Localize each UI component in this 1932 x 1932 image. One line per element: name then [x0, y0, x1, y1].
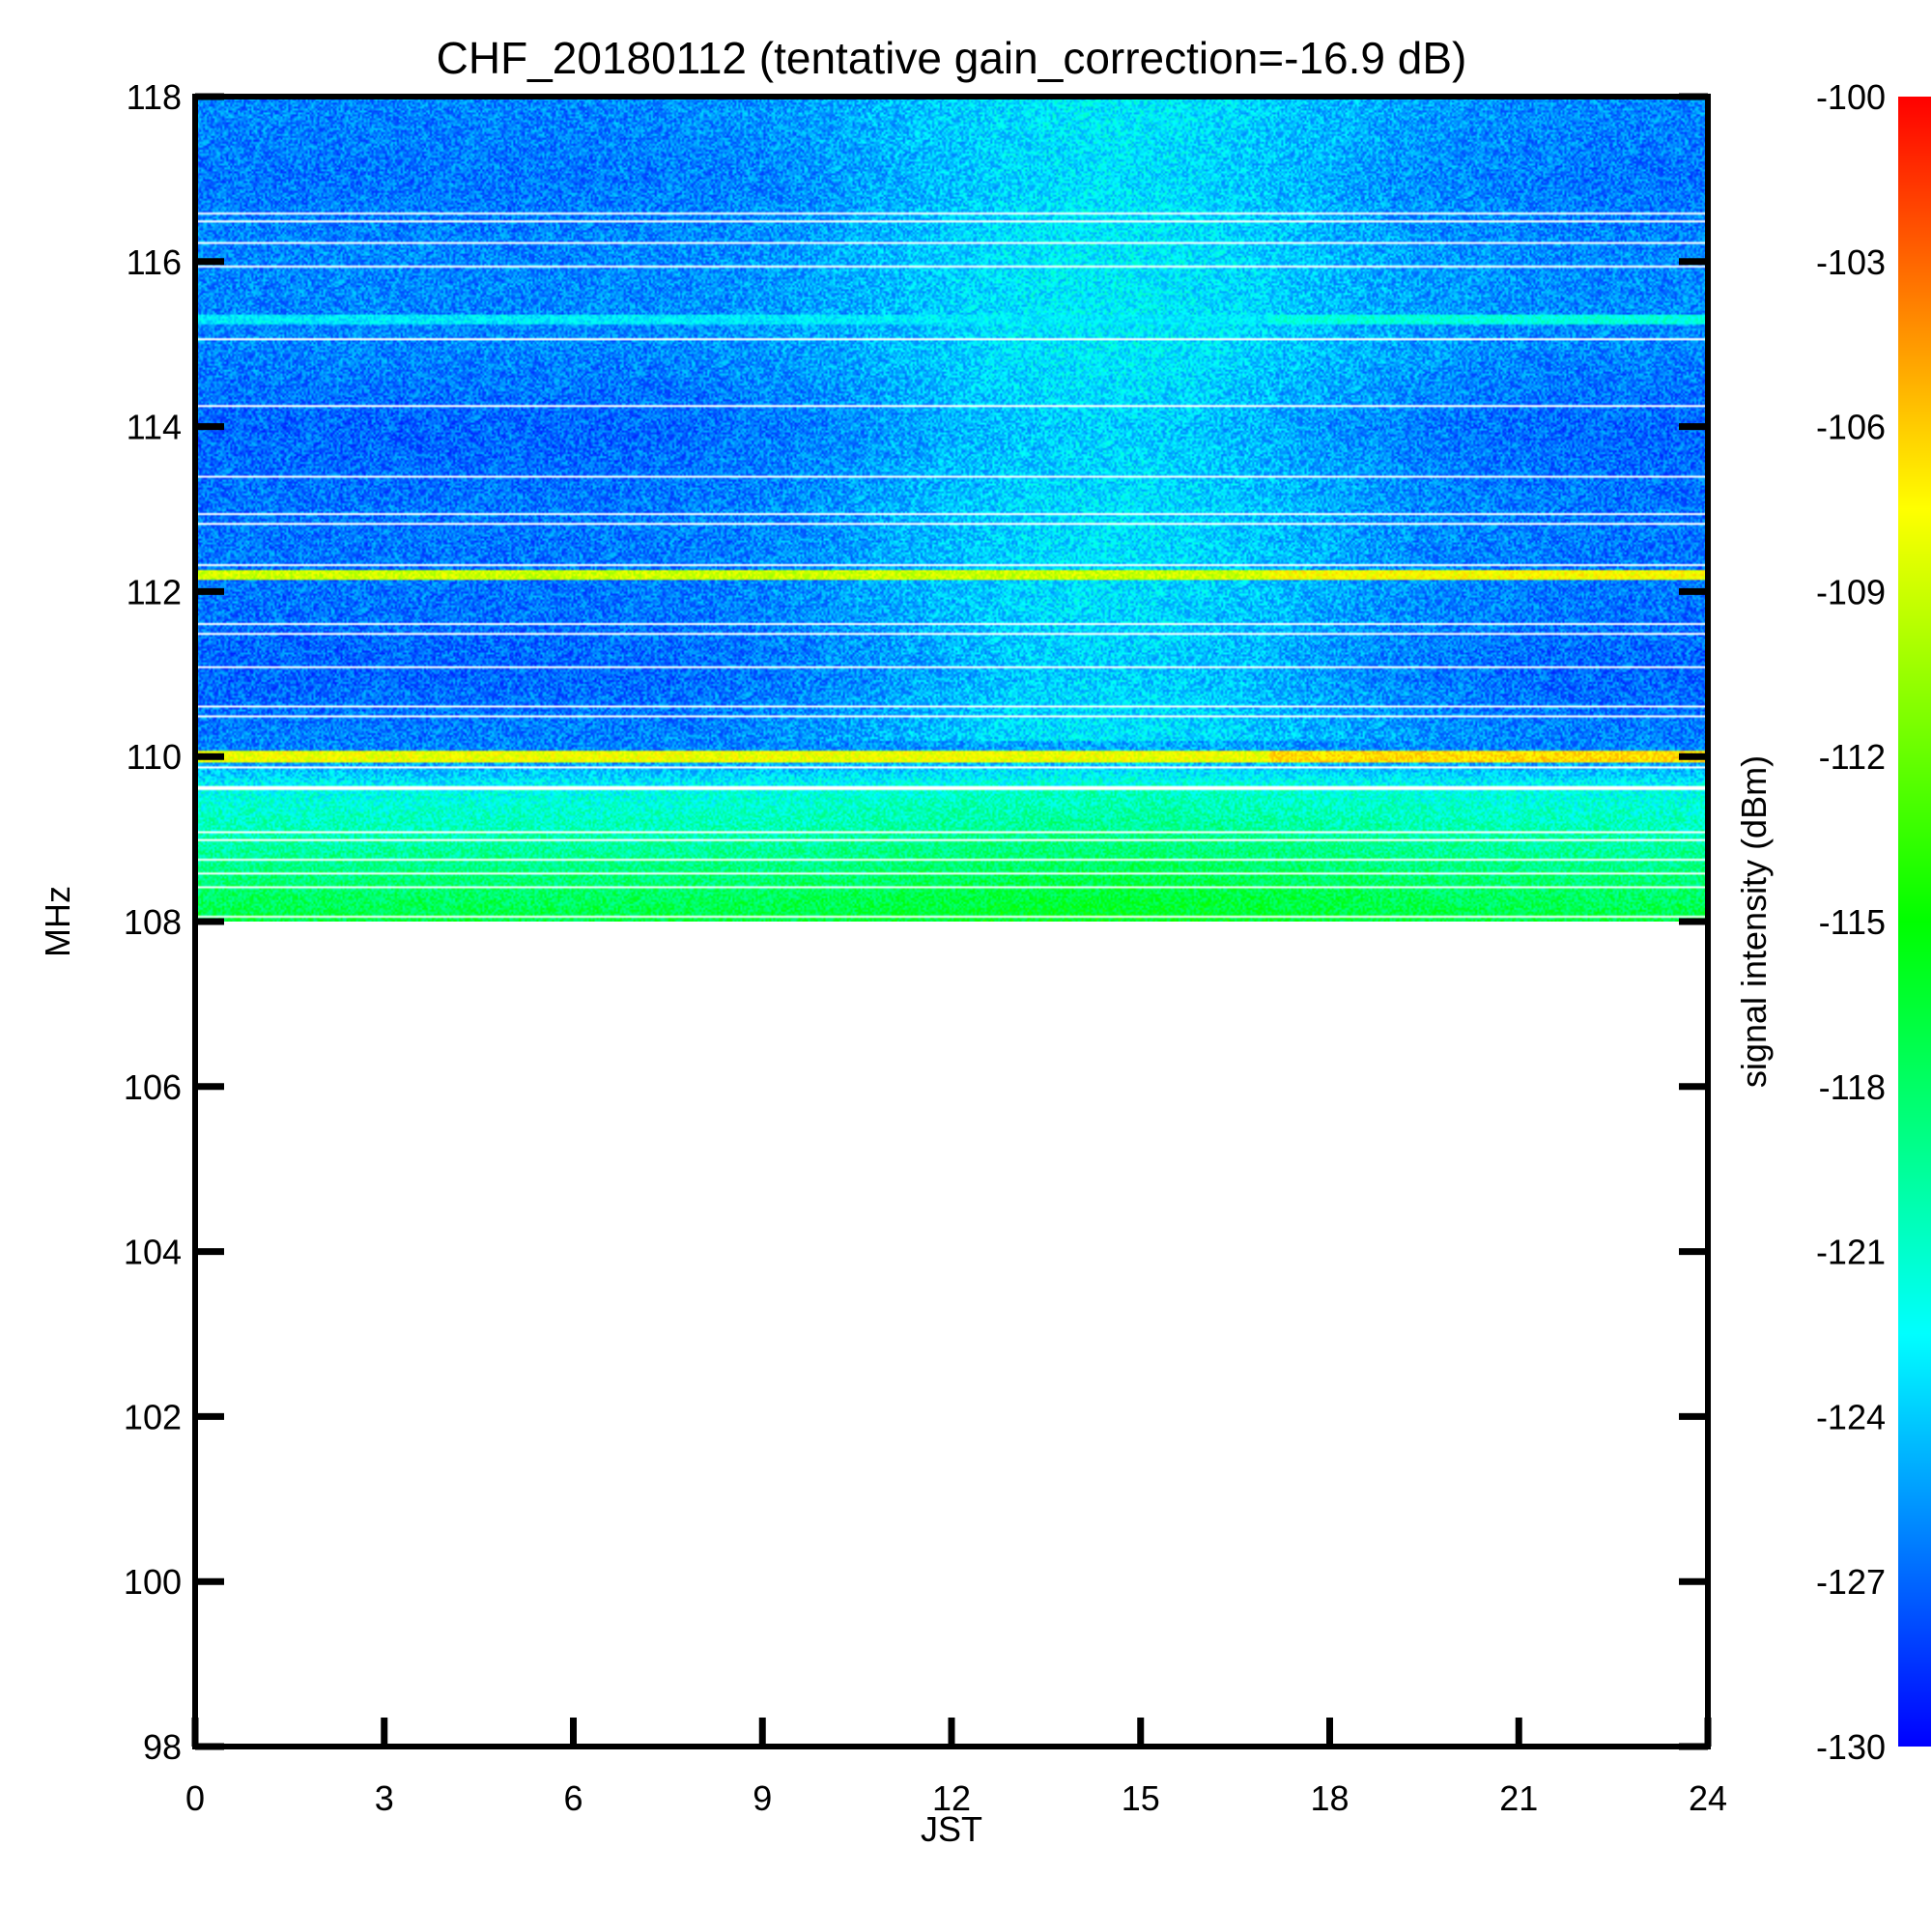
- x-tick-label: 3: [375, 1778, 394, 1818]
- colorbar-tick-label: -100: [1816, 77, 1886, 117]
- x-tick-label: 6: [563, 1778, 582, 1818]
- colorbar-tick-label: -106: [1816, 408, 1886, 447]
- x-axis: 0 3 6 9 12 15 18 21 24: [185, 1718, 1727, 1818]
- y-tick-label: 102: [124, 1397, 182, 1436]
- x-tick-label: 21: [1499, 1778, 1538, 1818]
- colorbar-tick-label: -130: [1816, 1727, 1886, 1767]
- y-axis-label: MHz: [38, 886, 77, 957]
- colorbar-tick-label: -127: [1816, 1562, 1886, 1602]
- colorbar-tick-label: -109: [1816, 572, 1886, 611]
- colorbar-label: signal intensity (dBm): [1734, 755, 1774, 1088]
- x-tick-label: 18: [1310, 1778, 1349, 1818]
- y-tick-label: 110: [127, 737, 182, 777]
- y-tick-label: 114: [127, 408, 182, 447]
- x-tick-label: 12: [932, 1778, 971, 1818]
- x-tick-label: 0: [185, 1778, 205, 1818]
- colorbar-tick-label: -112: [1819, 737, 1886, 777]
- heatmap-image: [195, 97, 1708, 922]
- y-tick-label: 118: [127, 77, 182, 117]
- colorbar-ticks: -100 -103 -106 -109 -112 -115 -118 -121 -124 -127…: [1816, 77, 1886, 1767]
- colorbar-tick-label: -115: [1819, 902, 1886, 942]
- y-tick-label: 112: [127, 572, 182, 611]
- x-axis-label: JST: [921, 1809, 982, 1849]
- y-axis: 98 100 102 104 106 108 110 112 114 116 118: [124, 77, 1708, 1767]
- colorbar-tick-label: -121: [1816, 1233, 1886, 1272]
- colorbar-tick-label: -124: [1816, 1397, 1886, 1436]
- y-tick-label: 108: [124, 902, 182, 942]
- y-tick-label: 116: [127, 242, 182, 282]
- chart-title: CHF_20180112 (tentative gain_correction=…: [437, 33, 1467, 83]
- y-tick-label: 100: [124, 1562, 182, 1602]
- colorbar-tick-label: -103: [1816, 242, 1886, 282]
- y-tick-label: 104: [124, 1233, 182, 1272]
- y-tick-label: 98: [143, 1727, 182, 1767]
- x-tick-label: 24: [1689, 1778, 1727, 1818]
- y-tick-label: 106: [124, 1067, 182, 1107]
- colorbar: [1898, 97, 1931, 1747]
- x-tick-label: 9: [753, 1778, 772, 1818]
- colorbar-tick-label: -118: [1819, 1067, 1886, 1107]
- x-tick-label: 15: [1122, 1778, 1160, 1818]
